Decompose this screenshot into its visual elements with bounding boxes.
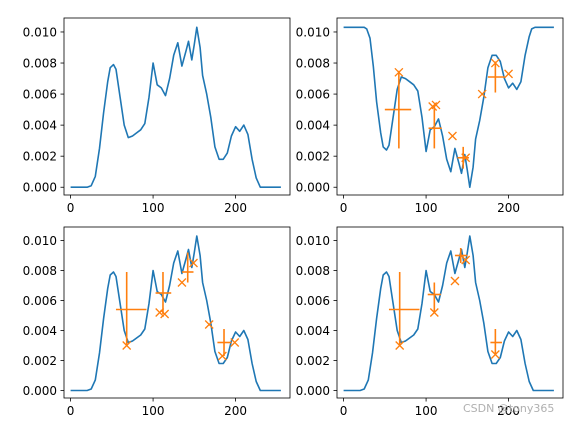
- y-tick-label: 0.010: [296, 234, 330, 248]
- x-tick-label: 100: [142, 201, 165, 215]
- x-marker: [155, 308, 165, 317]
- x-marker: [429, 308, 439, 317]
- x-tick-label: 100: [142, 404, 165, 418]
- series-line: [343, 235, 554, 392]
- x-marker: [490, 350, 500, 359]
- y-tick-label: 0.002: [23, 150, 57, 164]
- y-tick-label: 0.002: [296, 354, 330, 368]
- y-tick-label: 0.004: [296, 119, 330, 133]
- y-tick-label: 0.008: [23, 264, 57, 278]
- x-tick-label: 0: [67, 404, 75, 418]
- y-tick-label: 0.006: [23, 88, 57, 102]
- x-tick-label: 0: [67, 201, 75, 215]
- x-marker: [395, 341, 405, 350]
- y-tick-label: 0.004: [23, 119, 57, 133]
- y-tick-label: 0.000: [296, 181, 330, 195]
- y-tick-label: 0.008: [296, 264, 330, 278]
- y-tick-label: 0.006: [296, 88, 330, 102]
- x-marker: [461, 153, 471, 163]
- y-tick-label: 0.008: [23, 57, 57, 71]
- y-tick-label: 0.002: [296, 150, 330, 164]
- x-marker: [217, 351, 227, 361]
- x-marker: [204, 320, 214, 329]
- x-marker: [394, 67, 404, 77]
- series-line: [70, 26, 281, 188]
- axes-frame: [336, 17, 564, 196]
- x-marker: [461, 255, 471, 265]
- x-tick-label: 200: [497, 404, 520, 418]
- x-tick-label: 0: [340, 404, 348, 418]
- y-tick-label: 0.010: [296, 25, 330, 39]
- y-tick-label: 0.000: [296, 384, 330, 398]
- y-tick-label: 0.002: [23, 354, 57, 368]
- axes-frame: [63, 226, 291, 399]
- subplot-4: 0 100 200 0.000 0.002 0.004 0.006 0.008 0.010: [296, 226, 564, 418]
- x-marker: [230, 338, 240, 347]
- y-tick-label: 0.008: [296, 57, 330, 71]
- x-marker: [189, 258, 198, 268]
- x-tick-label: 0: [340, 201, 348, 215]
- x-marker: [450, 276, 460, 286]
- x-tick-label: 200: [497, 201, 520, 215]
- axes-frame: [336, 226, 564, 399]
- axes-frame: [63, 17, 291, 196]
- y-tick-label: 0.004: [296, 324, 330, 338]
- y-tick-label: 0.010: [23, 25, 57, 39]
- subplot-2: 0 100 200 0.000 0.002 0.004 0.006 0.008 0.010: [296, 17, 564, 215]
- x-tick-label: 200: [224, 201, 247, 215]
- x-marker: [490, 58, 500, 68]
- x-marker: [122, 341, 132, 350]
- x-tick-label: 100: [415, 201, 438, 215]
- y-tick-label: 0.006: [23, 294, 57, 308]
- subplot-1: 0 100 200 0.000 0.002 0.004 0.006 0.008 0.010: [23, 17, 291, 215]
- y-tick-label: 0.000: [23, 181, 57, 195]
- y-tick-label: 0.004: [23, 324, 57, 338]
- x-marker: [160, 309, 170, 319]
- x-tick-label: 200: [224, 404, 247, 418]
- x-tick-label: 100: [415, 404, 438, 418]
- watermark: CSDN @tony365: [463, 402, 555, 415]
- x-marker: [448, 131, 457, 141]
- series-line: [343, 26, 554, 188]
- series-line: [70, 235, 281, 392]
- y-tick-label: 0.000: [23, 384, 57, 398]
- subplot-3: 0 100 200 0.000 0.002 0.004 0.006 0.008 0.010: [23, 226, 291, 418]
- x-marker: [177, 278, 187, 287]
- y-tick-label: 0.006: [296, 294, 330, 308]
- x-marker: [477, 89, 487, 99]
- x-marker: [431, 100, 441, 110]
- x-marker: [504, 69, 514, 79]
- y-tick-label: 0.010: [23, 234, 57, 248]
